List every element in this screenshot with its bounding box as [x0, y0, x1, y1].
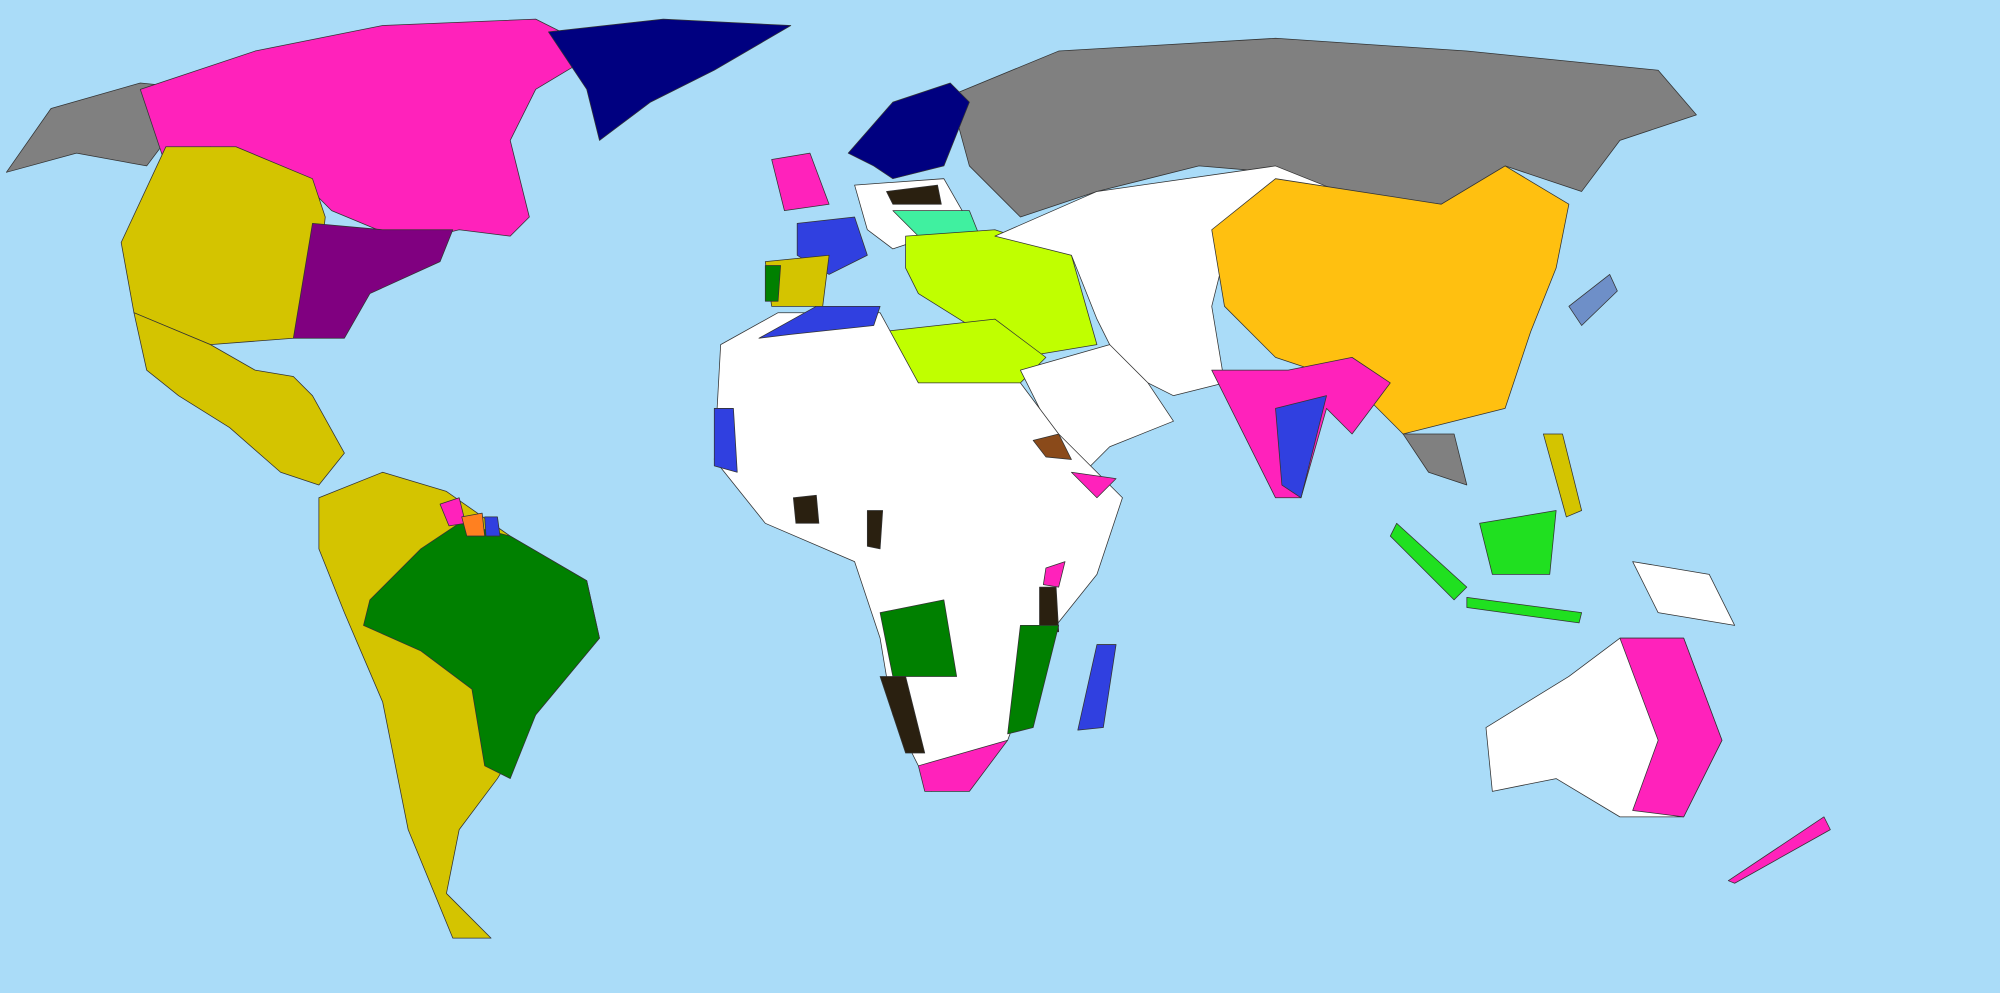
- region-sumatra: [1389, 522, 1468, 601]
- region-portugal: [764, 265, 781, 302]
- region-west-africa-french: [713, 408, 738, 473]
- region-us-east: [292, 222, 454, 339]
- region-us-west: [120, 146, 326, 345]
- region-new-zealand: [1727, 816, 1831, 884]
- region-tanganyika: [1039, 586, 1060, 633]
- region-java: [1466, 596, 1583, 624]
- region-angola: [879, 599, 958, 677]
- region-somaliland: [1071, 471, 1117, 499]
- region-east-africa: [1042, 561, 1066, 588]
- region-britain: [771, 152, 830, 211]
- region-australia-east: [1619, 637, 1723, 818]
- region-siam: [1402, 433, 1468, 486]
- region-new-guinea: [1632, 561, 1736, 626]
- region-eritrea: [1032, 433, 1072, 460]
- region-southwest-africa: [879, 676, 926, 754]
- region-algeria: [758, 305, 881, 339]
- region-germany-east: [886, 184, 942, 205]
- region-scandinavia: [847, 82, 970, 180]
- region-cameroon: [866, 510, 884, 550]
- region-gold-coast: [792, 494, 820, 524]
- region-japan: [1568, 274, 1618, 326]
- region-china: [1211, 165, 1570, 435]
- region-india-east: [1275, 395, 1327, 499]
- region-borneo: [1479, 510, 1557, 575]
- region-madagascar: [1077, 644, 1117, 731]
- region-mexico-central-america: [133, 312, 345, 486]
- region-south-africa: [917, 739, 1009, 792]
- region-guiana-french: [484, 516, 501, 537]
- region-philippines: [1542, 433, 1583, 518]
- region-greenland: [548, 18, 792, 141]
- region-mozambique: [1007, 625, 1060, 735]
- region-guiana-dutch: [461, 512, 486, 537]
